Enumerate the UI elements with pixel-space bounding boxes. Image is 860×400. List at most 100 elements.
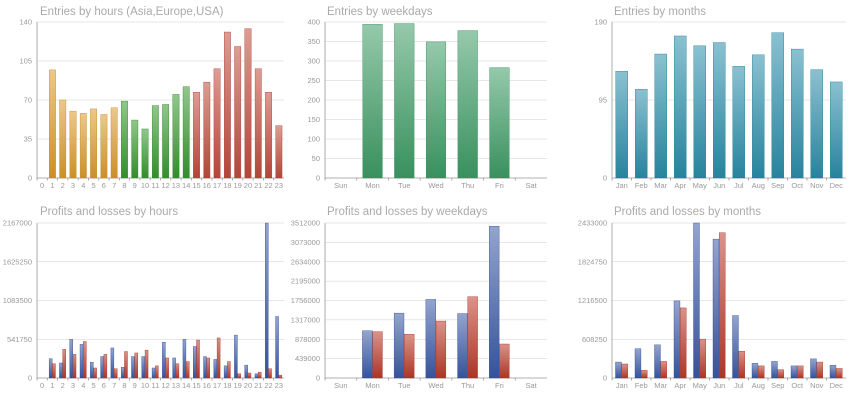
bar-series-1 [362, 330, 373, 379]
x-tick-label: Dec [830, 181, 844, 190]
x-tick-label: Sep [771, 181, 784, 190]
bar-series-2 [83, 341, 87, 379]
x-tick-label: 12 [161, 181, 169, 190]
y-tick-label: 50 [312, 154, 320, 163]
x-tick-label: 22 [264, 381, 272, 390]
bar [182, 86, 190, 179]
bar [162, 104, 170, 179]
y-tick-label: 3073000 [291, 238, 320, 247]
bar [713, 42, 726, 179]
bar-series-2 [758, 365, 765, 379]
y-tick-label: 400 [307, 18, 320, 27]
bar-series-2 [144, 349, 149, 379]
bar-series-1 [59, 362, 63, 379]
bar [234, 46, 242, 179]
bar [791, 48, 804, 179]
x-tick-label: Dec [830, 381, 844, 390]
x-tick-label: 20 [244, 181, 252, 190]
y-tick-label: 608250 [582, 335, 607, 344]
y-tick-label: 150 [307, 115, 320, 124]
bar-series-1 [693, 222, 700, 379]
chart-title: Entries by weekdays [327, 6, 433, 18]
bar-series-2 [699, 338, 706, 379]
bar-series-1 [244, 364, 248, 379]
x-tick-label: Jun [713, 381, 725, 390]
x-tick-label: 9 [133, 181, 137, 190]
x-tick-label: 1 [50, 381, 54, 390]
x-tick-label: Sun [334, 181, 347, 190]
bar-series-1 [393, 312, 405, 379]
bar [265, 91, 272, 179]
x-tick-label: Thu [461, 381, 474, 390]
x-tick-label: 9 [133, 381, 137, 390]
bar [131, 119, 139, 179]
bar-series-1 [182, 339, 187, 379]
x-tick-label: 21 [254, 181, 262, 190]
bar-series-2 [816, 361, 823, 379]
y-tick-label: 0 [316, 174, 320, 183]
bar-series-1 [48, 358, 53, 379]
x-tick-label: 16 [203, 381, 211, 390]
x-tick-label: 4 [81, 381, 85, 390]
bar-series-1 [172, 357, 176, 379]
bar-series-2 [435, 320, 447, 379]
bar [830, 81, 843, 179]
y-tick-label: 439000 [295, 354, 320, 363]
x-tick-label: Sat [526, 181, 538, 190]
x-tick-label: Mon [365, 181, 380, 190]
chart-title: Entries by hours (Asia,Europe,USA) [40, 6, 224, 18]
bar-series-1 [425, 299, 436, 379]
bar-series-1 [751, 363, 759, 379]
bar-series-2 [641, 370, 648, 379]
x-tick-label: 7 [112, 181, 116, 190]
bar [49, 69, 56, 179]
x-tick-label: Feb [635, 181, 648, 190]
bar [732, 66, 745, 179]
x-tick-label: 16 [203, 181, 211, 190]
bar-series-1 [810, 358, 817, 379]
x-tick-label: 13 [172, 381, 180, 390]
x-tick-label: 21 [254, 381, 262, 390]
x-tick-label: 14 [182, 381, 190, 390]
x-tick-label: 3 [71, 381, 75, 390]
x-tick-label: 14 [182, 181, 190, 190]
x-tick-label: Jun [713, 181, 725, 190]
bar-series-1 [131, 356, 135, 379]
x-tick-label: 4 [81, 181, 85, 190]
bar-series-1 [79, 344, 84, 379]
x-tick-label: Apr [674, 381, 686, 390]
bar-series-2 [237, 373, 241, 379]
x-tick-label: 23 [275, 381, 283, 390]
bar-series-2 [72, 354, 77, 379]
y-tick-label: 350 [307, 37, 320, 46]
x-tick-label: Feb [635, 381, 648, 390]
x-tick-label: 18 [223, 381, 231, 390]
bar [394, 23, 415, 179]
x-tick-label: Apr [674, 181, 686, 190]
bar [90, 108, 97, 179]
x-tick-label: 1 [50, 181, 54, 190]
x-tick-label: 13 [172, 181, 180, 190]
bar [674, 35, 687, 179]
bar-series-1 [275, 316, 279, 379]
bar [425, 41, 447, 179]
x-tick-label: Oct [791, 181, 804, 190]
bar-series-2 [660, 361, 667, 379]
bar-series-1 [771, 361, 778, 379]
x-tick-label: Fri [495, 381, 504, 390]
chart-title: Entries by months [614, 6, 706, 18]
x-tick-label: Tue [398, 181, 411, 190]
bar-series-2 [680, 307, 687, 379]
bar [69, 110, 77, 179]
x-tick-label: 20 [244, 381, 252, 390]
y-tick-label: 1216500 [578, 296, 607, 305]
x-tick-label: 8 [122, 181, 126, 190]
bar-series-1 [254, 373, 259, 379]
y-tick-label: 70 [24, 96, 32, 105]
x-tick-label: Sep [771, 381, 784, 390]
y-tick-label: 190 [594, 18, 607, 27]
bar [151, 105, 159, 179]
bar-series-2 [404, 334, 415, 379]
bar-series-1 [141, 356, 145, 379]
x-tick-label: Wed [428, 381, 443, 390]
